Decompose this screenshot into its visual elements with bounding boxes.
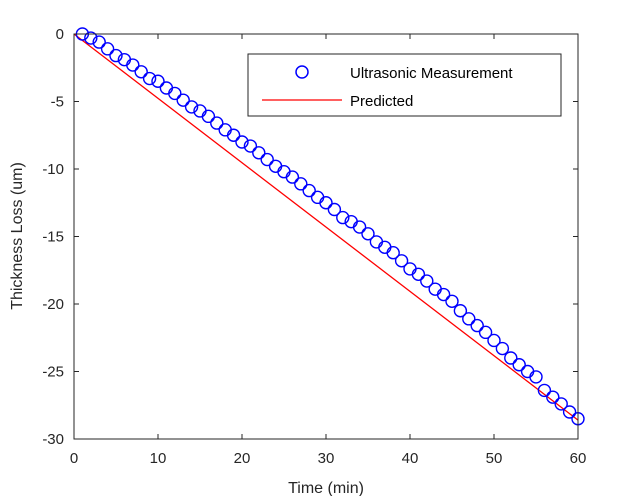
- measurement-point: [100, 42, 115, 56]
- predicted-line: [73, 33, 579, 421]
- legend-label-predicted: Predicted: [350, 93, 413, 110]
- measurement-point: [84, 31, 98, 45]
- measurement-point: [436, 287, 451, 302]
- measurement-point: [495, 341, 510, 356]
- measurement-point: [151, 74, 165, 88]
- measurement-point: [109, 48, 123, 63]
- x-axis-title: Time (min): [288, 480, 364, 496]
- y-tick-label: -5: [51, 94, 64, 111]
- measurement-point: [537, 383, 552, 398]
- measurement-point: [562, 405, 577, 419]
- measurement-point: [478, 325, 493, 340]
- measurement-point: [176, 93, 190, 107]
- measurement-point: [487, 333, 501, 348]
- x-tick-label: 0: [70, 450, 78, 467]
- measurement-point: [512, 358, 526, 372]
- measurement-point: [361, 227, 375, 241]
- measurement-point: [92, 35, 106, 49]
- measurement-point: [201, 109, 216, 124]
- measurement-point: [336, 210, 350, 225]
- measurement-point: [285, 170, 300, 184]
- measurement-point: [134, 65, 148, 79]
- y-tick-label: -10: [42, 161, 64, 178]
- measurement-point: [554, 397, 568, 411]
- x-tick-label: 60: [570, 450, 587, 467]
- y-tick-label: -30: [42, 431, 64, 448]
- ticks-layer: [73, 33, 579, 440]
- tick-labels-layer: 0 10 20 30 40 50 60 0 -5 -10 -15 -20 -25 -30: [42, 26, 586, 467]
- measurement-point: [260, 152, 274, 167]
- measurement-point: [453, 304, 468, 318]
- measurement-point: [394, 254, 409, 268]
- measurement-point: [252, 146, 266, 160]
- measurement-point: [243, 139, 258, 153]
- x-tick-label: 30: [318, 450, 335, 467]
- x-tick-label: 50: [486, 450, 503, 467]
- measurement-point: [168, 86, 182, 101]
- legend-marker-ultrasonic: [295, 65, 309, 79]
- measurement-point: [327, 202, 342, 217]
- measurement-point: [420, 274, 434, 288]
- measurement-point: [470, 318, 484, 333]
- legend-label-ultrasonic: Ultrasonic Measurement: [350, 65, 513, 82]
- measurement-point: [504, 351, 518, 365]
- measurement-point: [226, 128, 241, 142]
- measurement-point: [529, 370, 543, 384]
- measurement-point: [235, 135, 249, 149]
- measurement-point: [126, 58, 140, 72]
- y-tick-label: 0: [56, 26, 64, 43]
- x-tick-label: 20: [234, 450, 251, 467]
- measurement-point: [302, 183, 316, 198]
- x-tick-label: 10: [150, 450, 167, 467]
- y-axis-title: Thickness Loss (um): [9, 162, 26, 310]
- measurement-point: [184, 100, 199, 114]
- measurement-point: [210, 116, 224, 130]
- measurement-point: [142, 71, 157, 86]
- y-tick-label: -15: [42, 229, 64, 246]
- measurement-point: [319, 196, 333, 210]
- measurement-point: [352, 220, 367, 234]
- measurement-point: [546, 390, 560, 404]
- x-tick-label: 40: [402, 450, 419, 467]
- predicted-layer: [73, 33, 579, 421]
- legend-box: [247, 53, 562, 117]
- y-tick-label: -25: [42, 364, 64, 381]
- measurement-point: [386, 245, 400, 260]
- measurement-point: [462, 312, 476, 326]
- measurement-point: [411, 267, 426, 281]
- legend: Ultrasonic Measurement Predicted: [247, 53, 562, 117]
- y-tick-label: -20: [42, 296, 64, 313]
- measurement-point: [294, 177, 308, 191]
- measurement-point: [445, 294, 459, 308]
